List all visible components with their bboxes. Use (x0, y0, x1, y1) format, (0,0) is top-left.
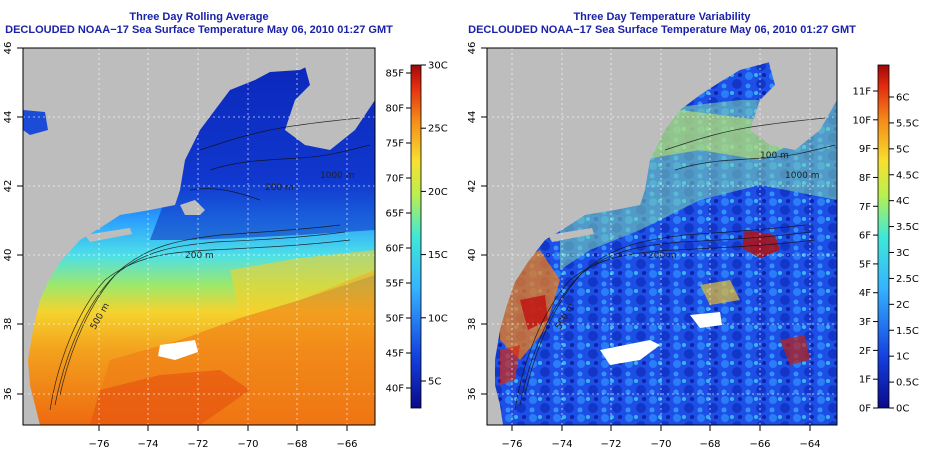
colorbar-tick-label: 7F (859, 202, 871, 213)
left-colorbar (410, 64, 422, 409)
left-map-subtitle: DECLOUDED NOAA−17 Sea Surface Temperatur… (5, 24, 393, 36)
left-map-title: Three Day Rolling Average (129, 11, 269, 23)
left-x-tick-68: −68 (286, 439, 307, 450)
colorbar-tick-label: 2F (859, 346, 871, 357)
left-y-tick-46: 46 (3, 42, 14, 55)
colorbar-tick-label: 0C (896, 404, 909, 415)
colorbar-tick-label: 65F (386, 209, 405, 220)
right-land-mass (487, 48, 780, 425)
left-contour-label-1000m: 1000 m (320, 171, 355, 181)
colorbar-tick-label: 5C (896, 144, 909, 155)
colorbar-tick-label: 20C (428, 187, 448, 198)
colorbar-tick-label: 3C (896, 248, 909, 259)
left-colorbar-fahrenheit-ticks: 85F 80F 75F 70F 65F 60F 55F 50F 45F 40F (386, 69, 411, 395)
colorbar-tick-label: 3F (859, 317, 871, 328)
left-x-tick-70: −70 (237, 439, 258, 450)
colorbar-tick-label: 6F (859, 231, 871, 242)
right-contour-label-100m: 100 m (760, 151, 789, 161)
left-x-tick-74: −74 (137, 439, 158, 450)
right-y-tick-38: 38 (467, 318, 478, 331)
colorbar-tick-label: 85F (386, 69, 405, 80)
colorbar-tick-label: 80F (386, 104, 405, 115)
colorbar-tick-label: 4C (896, 196, 909, 207)
left-x-tick-76: −76 (88, 439, 109, 450)
colorbar-tick-label: 30C (428, 61, 448, 72)
left-x-tick-66: −66 (336, 439, 357, 450)
right-map-frame (486, 47, 838, 426)
colorbar-tick-label: 1.5C (896, 326, 919, 337)
left-contour-label-200m: 200 m (185, 251, 214, 261)
colorbar-tick-label: 2C (896, 300, 909, 311)
right-y-tick-44: 44 (467, 111, 478, 124)
right-contour-label-200m: 200 m (648, 251, 677, 261)
right-x-tick-64: −64 (799, 439, 820, 450)
left-map-plot: 200 m 1000 m 200 m 500 m (23, 48, 375, 425)
left-y-tick-38: 38 (3, 318, 14, 331)
colorbar-tick-label: 5.5C (896, 118, 919, 129)
colorbar-tick-label: 5F (859, 259, 871, 270)
left-colorbar-celsius-ticks: 30C 25C 20C 15C 10C 5C (421, 61, 448, 388)
right-map-subtitle: DECLOUDED NOAA−17 Sea Surface Temperatur… (468, 24, 856, 36)
left-y-tick-42: 42 (3, 180, 14, 193)
left-x-tick-72: −72 (187, 439, 208, 450)
right-x-tick-72: −72 (600, 439, 621, 450)
colorbar-tick-label: 8F (859, 173, 871, 184)
colorbar-tick-label: 1F (859, 375, 871, 386)
right-colorbar-fahrenheit-ticks: 11F 10F 9F 8F 7F 6F 5F 4F 3F 2F 1F 0F (853, 87, 878, 415)
colorbar-tick-label: 3.5C (896, 222, 919, 233)
left-y-tick-40: 40 (3, 249, 14, 262)
colorbar-tick-label: 40F (386, 384, 405, 395)
left-y-tick-44: 44 (3, 111, 14, 124)
right-x-tick-74: −74 (551, 439, 572, 450)
colorbar-tick-label: 5C (428, 377, 441, 388)
colorbar-tick-label: 55F (386, 279, 405, 290)
right-colorbar-celsius-ticks: 6C 5.5C 5C 4.5C 4C 3.5C 3C 2.5C 2C 1.5C 1C 0.5C 0C (889, 93, 919, 415)
colorbar-tick-label: 50F (386, 314, 405, 325)
colorbar-tick-label: 1C (896, 352, 909, 363)
left-y-tick-36: 36 (3, 388, 14, 401)
colorbar-tick-label: 60F (386, 244, 405, 255)
colorbar-tick-label: 10F (853, 115, 872, 126)
left-grid (23, 48, 375, 425)
left-contour-label-200m-b: 200 m (265, 183, 294, 193)
colorbar-tick-label: 4.5C (896, 170, 919, 181)
right-x-tick-70: −70 (650, 439, 671, 450)
right-map-title: Three Day Temperature Variability (573, 11, 751, 23)
missing-data-patch (158, 340, 198, 360)
right-contour-label-1000m: 1000 m (785, 171, 820, 181)
colorbar-tick-label: 4F (859, 288, 871, 299)
colorbar-tick-label: 10C (428, 313, 448, 324)
left-nova-scotia (285, 48, 375, 150)
left-map-frame (22, 47, 376, 426)
right-x-tick-76: −76 (501, 439, 522, 450)
colorbar-tick-label: 70F (386, 174, 405, 185)
colorbar-tick-label: 11F (853, 87, 872, 98)
right-y-tick-40: 40 (467, 249, 478, 262)
right-x-tick-66: −66 (749, 439, 770, 450)
colorbar-tick-label: 2.5C (896, 274, 919, 285)
colorbar-tick-label: 45F (386, 349, 405, 360)
colorbar-tick-label: 0.5C (896, 378, 919, 389)
right-y-tick-42: 42 (467, 180, 478, 193)
right-colorbar (877, 64, 890, 409)
right-nova-scotia (750, 48, 837, 150)
colorbar-tick-label: 75F (386, 139, 405, 150)
colorbar-tick-label: 9F (859, 144, 871, 155)
right-x-tick-68: −68 (699, 439, 720, 450)
colorbar-tick-label: 6C (896, 93, 909, 104)
right-y-tick-46: 46 (467, 42, 478, 55)
colorbar-tick-label: 15C (428, 250, 448, 261)
right-map-plot: 200 m 1000 m 100 m 500 m (487, 48, 837, 425)
missing-data-patch-right (600, 340, 660, 365)
right-y-tick-36: 36 (467, 388, 478, 401)
colorbar-tick-label: 25C (428, 124, 448, 135)
right-grid (487, 48, 837, 425)
colorbar-tick-label: 0F (859, 404, 871, 415)
left-land-mass (23, 48, 330, 425)
